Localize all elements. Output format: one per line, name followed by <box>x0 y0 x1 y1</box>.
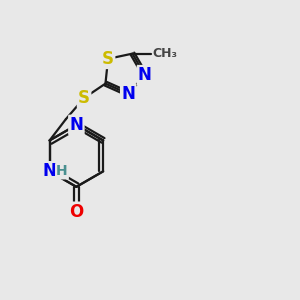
Text: N: N <box>43 162 57 180</box>
Text: O: O <box>69 203 83 221</box>
Text: CH₃: CH₃ <box>152 47 177 60</box>
Text: S: S <box>78 89 90 107</box>
Text: N: N <box>70 116 83 134</box>
Text: N: N <box>121 85 135 103</box>
Text: N: N <box>138 66 152 84</box>
Text: S: S <box>102 50 114 68</box>
Text: H: H <box>56 164 68 178</box>
